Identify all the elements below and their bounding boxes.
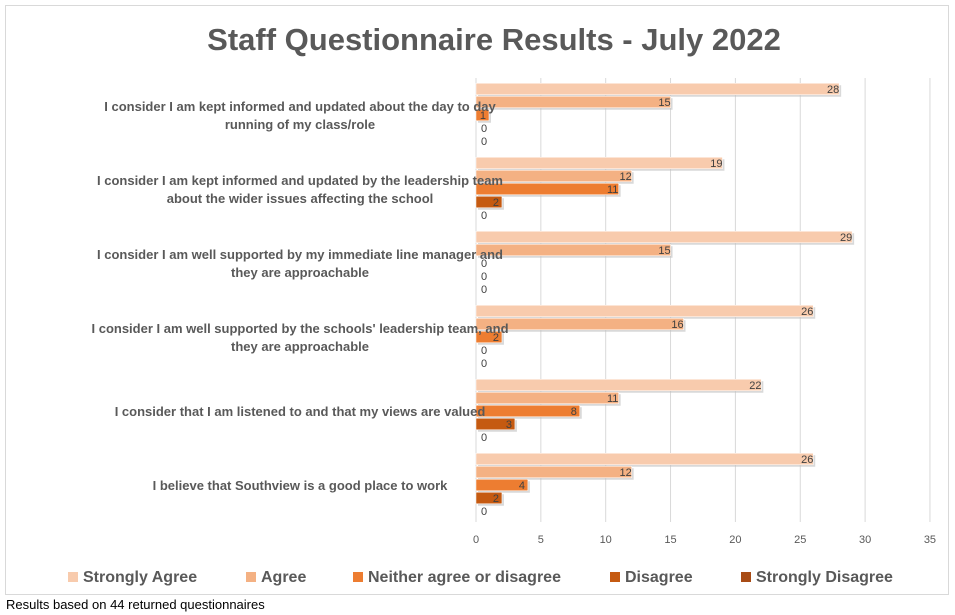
data-label: 1	[480, 110, 486, 122]
data-label: 0	[481, 210, 487, 222]
bar	[475, 305, 814, 317]
data-label: 15	[658, 245, 670, 257]
legend-label: Neither agree or disagree	[368, 569, 561, 586]
x-tick-label: 0	[473, 534, 479, 546]
legend-swatch	[741, 572, 751, 582]
data-label: 16	[671, 319, 683, 331]
category-label: about the wider issues affecting the sch…	[167, 191, 434, 206]
legend-label: Disagree	[625, 569, 693, 586]
x-tick-label: 10	[600, 534, 612, 546]
bar	[475, 492, 503, 504]
data-label: 12	[620, 467, 632, 479]
x-tick-label: 35	[924, 534, 936, 546]
data-label: 0	[481, 345, 487, 357]
bar	[475, 379, 762, 391]
legend-label: Strongly Disagree	[756, 569, 893, 586]
category-label: they are approachable	[231, 265, 369, 280]
bar	[475, 83, 840, 95]
category-label: running of my class/role	[225, 117, 375, 132]
legend-swatch	[68, 572, 78, 582]
category-label: I consider I am well supported by my imm…	[97, 247, 503, 262]
x-tick-label: 20	[729, 534, 741, 546]
data-label: 0	[481, 258, 487, 270]
data-label: 0	[481, 432, 487, 444]
data-label: 0	[481, 284, 487, 296]
legend-label: Agree	[261, 569, 306, 586]
bar	[475, 405, 581, 417]
bar	[475, 231, 853, 243]
bar	[475, 453, 814, 465]
bar	[475, 157, 723, 169]
data-label: 0	[481, 123, 487, 135]
bar	[475, 392, 619, 404]
bar	[475, 331, 503, 343]
bar	[475, 418, 516, 430]
data-label: 26	[801, 306, 813, 318]
legend-swatch	[246, 572, 256, 582]
bar	[475, 466, 632, 478]
bar	[475, 109, 490, 121]
data-label: 12	[620, 171, 632, 183]
x-tick-label: 15	[664, 534, 676, 546]
data-label: 4	[519, 480, 525, 492]
bar	[475, 183, 619, 195]
data-label: 11	[607, 393, 618, 405]
data-label: 8	[571, 406, 577, 418]
x-tick-label: 30	[859, 534, 871, 546]
legend-label: Strongly Agree	[83, 569, 197, 586]
data-label: 15	[658, 97, 670, 109]
data-label: 2	[493, 197, 499, 209]
legend-swatch	[610, 572, 620, 582]
bar	[475, 196, 503, 208]
category-label: they are approachable	[231, 339, 369, 354]
data-label: 2	[493, 332, 499, 344]
data-label: 11	[607, 184, 618, 196]
data-label: 28	[827, 84, 839, 96]
data-label: 22	[749, 380, 761, 392]
bar	[475, 318, 684, 330]
category-label: I consider I am kept informed and update…	[104, 99, 496, 114]
footnote: Results based on 44 returned questionnai…	[6, 597, 265, 612]
chart-title: Staff Questionnaire Results - July 2022	[207, 22, 781, 57]
data-label: 0	[481, 271, 487, 283]
x-tick-label: 5	[538, 534, 544, 546]
data-label: 0	[481, 136, 487, 148]
category-label: I believe that Southview is a good place…	[153, 478, 448, 493]
data-label: 0	[481, 506, 487, 518]
x-tick-label: 25	[794, 534, 806, 546]
category-label: I consider I am kept informed and update…	[97, 173, 503, 188]
data-label: 3	[506, 419, 512, 431]
data-label: 19	[710, 158, 722, 170]
legend-swatch	[353, 572, 363, 582]
data-label: 2	[493, 493, 499, 505]
data-label: 26	[801, 454, 813, 466]
bar	[475, 479, 529, 491]
category-label: I consider that I am listened to and tha…	[115, 404, 486, 419]
bar	[475, 96, 671, 108]
data-label: 29	[840, 232, 852, 244]
category-label: I consider I am well supported by the sc…	[91, 321, 508, 336]
bar	[475, 170, 632, 182]
data-label: 0	[481, 358, 487, 370]
bar	[475, 244, 671, 256]
